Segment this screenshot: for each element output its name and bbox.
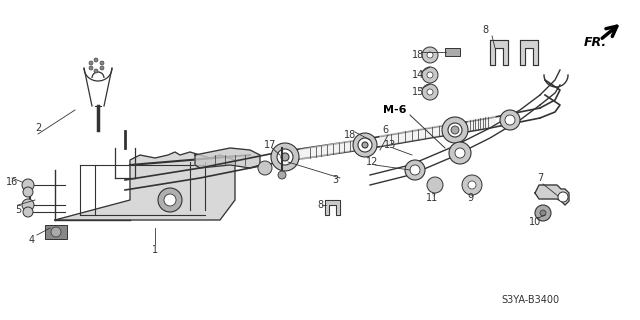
- Circle shape: [427, 177, 443, 193]
- Text: 1: 1: [152, 245, 158, 255]
- Circle shape: [427, 52, 433, 58]
- Circle shape: [164, 194, 176, 206]
- Circle shape: [258, 161, 272, 175]
- Circle shape: [100, 66, 104, 70]
- Circle shape: [94, 58, 98, 62]
- Circle shape: [535, 205, 551, 221]
- Circle shape: [23, 187, 33, 197]
- Text: 18: 18: [412, 50, 424, 60]
- Text: 16: 16: [6, 177, 18, 187]
- Circle shape: [51, 227, 61, 237]
- Polygon shape: [468, 116, 495, 131]
- Circle shape: [422, 84, 438, 100]
- Text: 11: 11: [426, 193, 438, 203]
- Circle shape: [89, 61, 93, 65]
- Circle shape: [100, 61, 104, 65]
- Circle shape: [405, 160, 425, 180]
- Circle shape: [422, 47, 438, 63]
- Polygon shape: [490, 40, 508, 65]
- Circle shape: [462, 175, 482, 195]
- Polygon shape: [55, 152, 235, 220]
- Text: 6: 6: [382, 125, 388, 135]
- Circle shape: [271, 143, 299, 171]
- Circle shape: [540, 210, 546, 216]
- Circle shape: [448, 123, 462, 137]
- Text: 14: 14: [412, 70, 424, 80]
- Circle shape: [442, 117, 468, 143]
- Circle shape: [23, 207, 33, 217]
- Polygon shape: [325, 200, 340, 215]
- Text: 12: 12: [366, 157, 378, 167]
- Text: 2: 2: [35, 123, 41, 133]
- Circle shape: [22, 179, 34, 191]
- Text: 4: 4: [29, 235, 35, 245]
- Polygon shape: [520, 40, 538, 65]
- Circle shape: [362, 142, 368, 148]
- Circle shape: [422, 67, 438, 83]
- Polygon shape: [195, 148, 260, 168]
- Text: 3: 3: [332, 175, 338, 185]
- Text: 15: 15: [412, 87, 424, 97]
- Circle shape: [500, 110, 520, 130]
- Circle shape: [449, 142, 471, 164]
- Polygon shape: [535, 185, 569, 205]
- Text: 8: 8: [482, 25, 488, 35]
- Circle shape: [277, 149, 293, 165]
- Text: 9: 9: [467, 193, 473, 203]
- Circle shape: [353, 133, 377, 157]
- Text: 8: 8: [317, 200, 323, 210]
- Bar: [45, 225, 67, 239]
- Text: 18: 18: [344, 130, 356, 140]
- Circle shape: [558, 192, 568, 202]
- Circle shape: [505, 115, 515, 125]
- Circle shape: [427, 72, 433, 78]
- Circle shape: [358, 138, 372, 152]
- Circle shape: [278, 171, 286, 179]
- Circle shape: [410, 165, 420, 175]
- Circle shape: [455, 148, 465, 158]
- Text: 7: 7: [537, 173, 543, 183]
- Circle shape: [89, 66, 93, 70]
- Circle shape: [94, 69, 98, 73]
- Text: FR.: FR.: [584, 36, 607, 49]
- Circle shape: [451, 126, 459, 134]
- Circle shape: [468, 181, 476, 189]
- Text: M-6: M-6: [383, 105, 407, 115]
- Text: 17: 17: [264, 140, 276, 150]
- Bar: [445, 48, 460, 56]
- Text: S3YA-B3400: S3YA-B3400: [501, 295, 559, 305]
- Text: 10: 10: [529, 217, 541, 227]
- Polygon shape: [380, 124, 450, 146]
- Circle shape: [281, 153, 289, 161]
- Polygon shape: [300, 139, 360, 160]
- Circle shape: [22, 199, 34, 211]
- Circle shape: [427, 89, 433, 95]
- Text: 13: 13: [384, 140, 396, 150]
- Circle shape: [158, 188, 182, 212]
- Text: 5: 5: [15, 205, 21, 215]
